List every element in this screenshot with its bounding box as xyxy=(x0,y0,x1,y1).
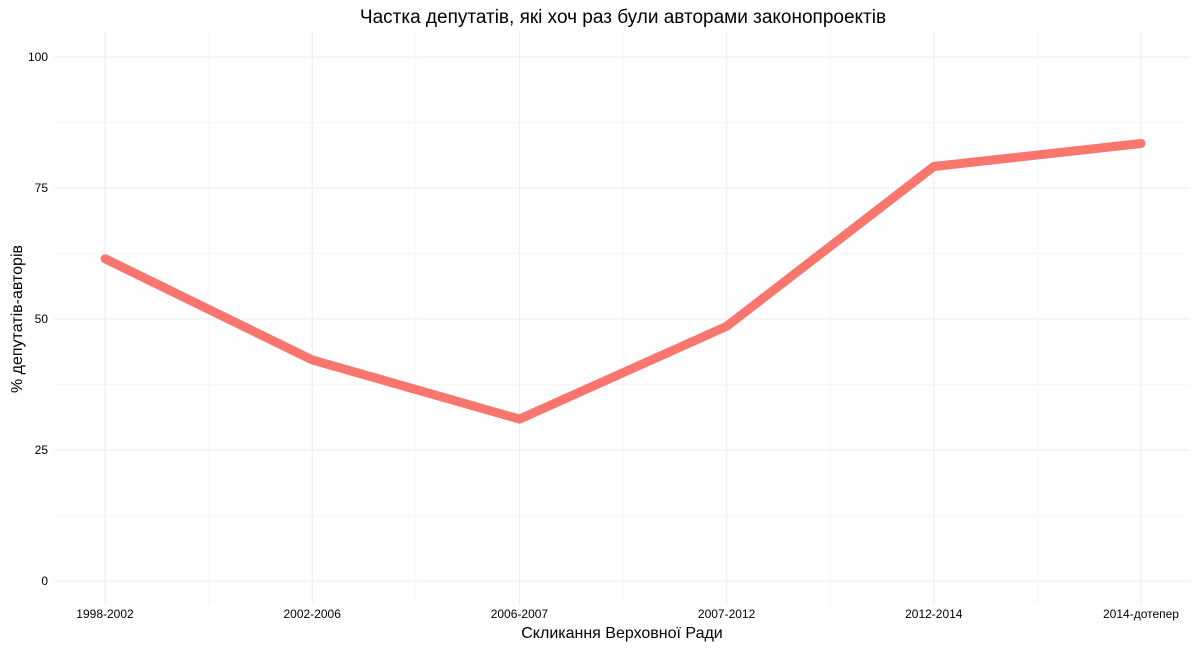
x-axis-title: Скликання Верховної Ради xyxy=(521,625,722,642)
data-point xyxy=(1136,138,1146,148)
x-tick-label: 2006-2007 xyxy=(491,607,549,621)
grid xyxy=(54,32,1190,605)
series-line xyxy=(103,139,1142,424)
data-point xyxy=(929,162,939,172)
x-tick-label: 2002-2006 xyxy=(284,607,342,621)
y-tick-label: 50 xyxy=(35,312,49,326)
data-point xyxy=(514,414,524,424)
y-tick-label: 0 xyxy=(41,574,48,588)
x-tick-label: 2014-дотепер xyxy=(1103,607,1179,621)
x-tick-label: 1998-2002 xyxy=(76,607,134,621)
x-tick-label: 2007-2012 xyxy=(698,607,756,621)
chart-title: Частка депутатів, які хоч раз були автор… xyxy=(360,7,886,28)
y-axis-title: % депутатів-авторів xyxy=(9,245,26,393)
data-point xyxy=(307,355,317,365)
y-tick-label: 25 xyxy=(35,443,49,457)
tick-labels: 0 25 50 75 100 1998-2002 2002-2006 2006-2007 200… xyxy=(28,50,1179,621)
x-tick-label: 2012-2014 xyxy=(905,607,963,621)
data-point xyxy=(100,254,110,264)
data-point xyxy=(722,321,732,331)
y-tick-label: 100 xyxy=(28,50,48,64)
series-layer xyxy=(100,138,1146,424)
y-tick-label: 75 xyxy=(35,181,49,195)
